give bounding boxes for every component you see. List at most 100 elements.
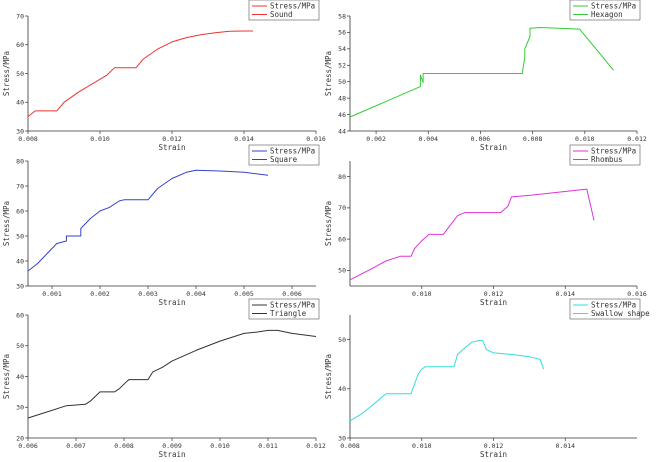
x-tick-label: 0.008 [523, 135, 543, 143]
x-tick-label: 0.001 [42, 290, 62, 298]
x-tick-label: 0.011 [258, 442, 278, 450]
y-tick-label: 60 [16, 41, 24, 49]
legend-label: Stress/MPa [591, 301, 636, 310]
legend-label: Stress/MPa [270, 301, 315, 310]
y-tick-label: 44 [338, 127, 346, 135]
y-tick-label: 30 [338, 434, 346, 442]
y-tick-label: 30 [16, 127, 24, 135]
x-axis-label: Strain [158, 450, 185, 458]
series-line [349, 27, 614, 118]
y-tick-label: 40 [16, 99, 24, 107]
y-tick-label: 54 [338, 45, 346, 53]
x-tick-label: 0.010 [575, 135, 595, 143]
series-line [349, 340, 545, 422]
x-tick-label: 0.012 [306, 442, 326, 450]
legend-label: Stress/MPa [270, 2, 315, 11]
legend-label: Sound [270, 10, 293, 19]
chart-panel-2: 0.002 0.004 0.006 0.008 0.010 0.012 44 46 48 50 52… [324, 0, 647, 152]
x-tick-label: 0.006 [282, 290, 302, 298]
legend-label: Rhombus [591, 155, 623, 164]
y-axis-label: Stress/MPa [324, 201, 333, 246]
y-tick-label: 50 [16, 70, 24, 78]
y-tick-label: 30 [16, 282, 24, 290]
x-tick-label: 0.014 [234, 135, 254, 143]
y-tick-label: 70 [16, 12, 24, 20]
x-axis-label: Strain [480, 298, 507, 307]
y-tick-label: 40 [16, 257, 24, 265]
x-tick-label: 0.005 [234, 290, 254, 298]
x-axis-label: Strain [158, 143, 185, 152]
x-tick-label: 0.008 [18, 135, 38, 143]
y-tick-label: 40 [16, 373, 24, 381]
y-tick-label: 60 [16, 207, 24, 215]
x-tick-label: 0.008 [114, 442, 134, 450]
legend-label: Stress/MPa [270, 147, 315, 156]
y-tick-label: 50 [338, 267, 346, 275]
x-tick-label: 0.003 [138, 290, 158, 298]
x-tick-label: 0.014 [555, 290, 575, 298]
x-tick-label: 0.012 [484, 290, 504, 298]
y-tick-label: 56 [338, 29, 346, 37]
x-tick-label: 0.010 [210, 442, 230, 450]
y-axis-label: Stress/MPa [2, 354, 11, 399]
y-tick-label: 46 [338, 111, 346, 119]
y-tick-label: 70 [16, 182, 24, 190]
y-tick-label: 80 [338, 173, 346, 181]
legend-label: Square [270, 155, 298, 164]
x-axis-label: Strain [480, 143, 507, 152]
legend-label: Swallow shape [591, 309, 650, 318]
y-tick-label: 60 [338, 235, 346, 243]
x-tick-label: 0.004 [186, 290, 206, 298]
x-axis-label: Strain [158, 298, 185, 307]
x-tick-label: 0.012 [162, 135, 182, 143]
chart-panel-1: 0.008 0.010 0.012 0.014 0.016 30 40 50 60 70 Strai… [2, 0, 326, 152]
y-tick-label: 30 [16, 404, 24, 412]
legend-label: Hexagon [591, 10, 623, 19]
y-tick-label: 58 [338, 12, 346, 20]
x-tick-label: 0.010 [412, 290, 432, 298]
legend-label: Stress/MPa [591, 2, 636, 11]
y-axis-label: Stress/MPa [2, 201, 11, 246]
y-axis-label: Stress/MPa [2, 51, 11, 96]
y-tick-label: 50 [16, 232, 24, 240]
x-tick-label: 0.010 [90, 135, 110, 143]
y-axis-label: Stress/MPa [324, 51, 333, 96]
series-line [349, 188, 595, 281]
x-tick-label: 0.009 [162, 442, 182, 450]
y-axis-label: Stress/MPa [324, 354, 333, 399]
x-tick-label: 0.002 [366, 135, 386, 143]
y-tick-label: 80 [16, 157, 24, 165]
x-axis-label: Strain [480, 450, 507, 458]
x-tick-label: 0.008 [340, 442, 360, 450]
x-tick-label: 0.006 [18, 442, 38, 450]
legend-label: Stress/MPa [591, 147, 636, 156]
y-tick-label: 52 [338, 62, 346, 70]
chart-panel-4: 0.010 0.012 0.014 0.016 50 60 70 80 Strain Stress… [324, 144, 647, 307]
x-tick-label: 0.016 [306, 135, 326, 143]
y-tick-label: 60 [16, 311, 24, 319]
y-tick-label: 70 [338, 204, 346, 212]
x-tick-label: 0.010 [412, 442, 432, 450]
y-tick-label: 40 [338, 385, 346, 393]
y-tick-label: 50 [338, 336, 346, 344]
x-tick-label: 0.002 [90, 290, 110, 298]
chart-panel-5: 0.006 0.007 0.008 0.009 0.010 0.011 0.012 20 30 4… [2, 298, 326, 459]
chart-panel-3: 0.001 0.002 0.003 0.004 0.005 0.006 30 40 50 60 70… [2, 144, 320, 307]
y-tick-label: 50 [338, 78, 346, 86]
x-tick-label: 0.012 [484, 442, 504, 450]
x-tick-label: 0.004 [418, 135, 438, 143]
y-tick-label: 50 [16, 342, 24, 350]
y-tick-label: 20 [16, 434, 24, 442]
x-tick-label: 0.014 [555, 442, 575, 450]
x-tick-label: 0.007 [66, 442, 86, 450]
series-line [27, 30, 253, 117]
chart-panel-6: 0.008 0.010 0.012 0.014 30 40 50 Strain Stress/M… [324, 298, 650, 459]
